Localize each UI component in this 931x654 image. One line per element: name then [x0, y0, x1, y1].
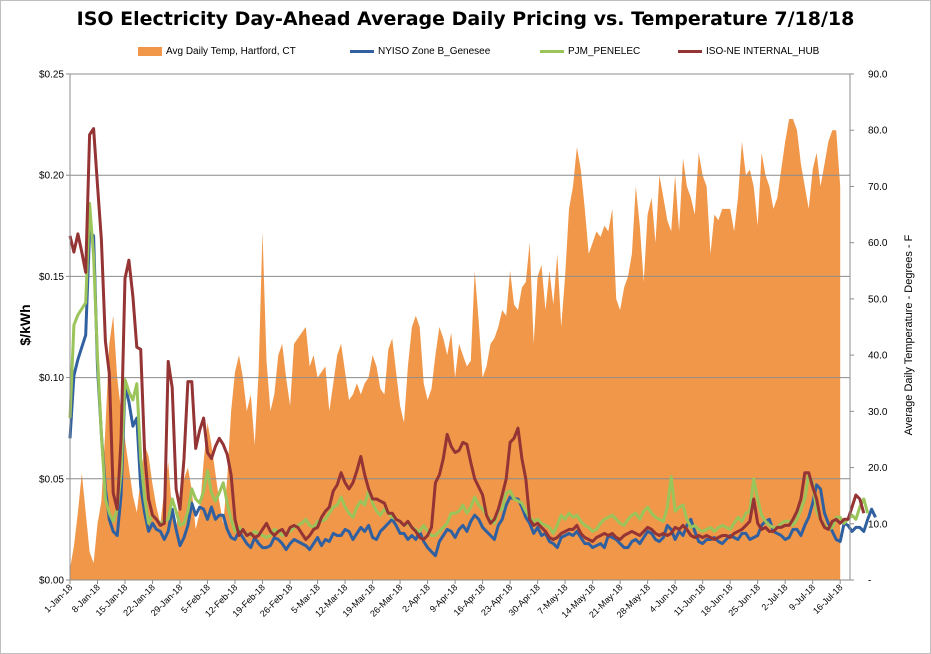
gridlines — [70, 73, 850, 480]
x-tick-label: 2-Jul-18 — [760, 582, 790, 612]
legend-item-isone: ISO-NE INTERNAL_HUB — [678, 46, 819, 57]
x-tick-label: 1-Jan-18 — [42, 582, 74, 614]
legend-swatch-temperature — [138, 46, 162, 56]
y2-tick-label: 10.0 — [868, 519, 888, 530]
series-line-3 — [68, 127, 866, 543]
legend-label-pjm: PJM_PENELEC — [568, 46, 641, 57]
legend-item-pjm: PJM_PENELEC — [540, 46, 640, 57]
y2-tick-label: 50.0 — [868, 294, 888, 305]
y2-tick-label: - — [868, 576, 871, 587]
x-tick-label: 2-Apr-18 — [400, 582, 432, 614]
temperature-area — [70, 119, 841, 580]
y2-tick-label: 60.0 — [868, 238, 888, 249]
y2-tick-label: 30.0 — [868, 407, 888, 418]
y2-axis-title: Average Daily Temperature - Degrees - F — [903, 234, 915, 435]
y-tick-label: $0.15 — [39, 272, 64, 283]
y2-tick-label: 80.0 — [868, 126, 888, 137]
legend-label-temperature: Avg Daily Temp, Hartford, CT — [166, 46, 296, 57]
axes — [66, 73, 854, 584]
series-line-1 — [68, 230, 877, 558]
y-tick-label: $0.10 — [39, 373, 64, 384]
legend-swatch-isone — [678, 49, 702, 53]
x-tick-label: 16-Jul-18 — [811, 582, 845, 616]
price-lines-layer — [68, 127, 877, 558]
legend-item-temperature: Avg Daily Temp, Hartford, CT — [138, 46, 296, 57]
y2-tick-label: 70.0 — [868, 182, 888, 193]
chart-title: ISO Electricity Day-Ahead Average Daily … — [76, 8, 855, 30]
y2-tick-label: 40.0 — [868, 351, 888, 362]
temperature-area-layer — [70, 119, 841, 580]
legend-swatch-pjm — [540, 49, 564, 53]
y2-tick-label: 20.0 — [868, 463, 888, 474]
legend-swatch-nyiso — [350, 49, 374, 53]
legend-item-nyiso: NYISO Zone B_Genesee — [350, 46, 490, 57]
y-tick-label: $0.00 — [39, 576, 64, 587]
y-tick-label: $0.25 — [39, 70, 64, 81]
y2-tick-label: 90.0 — [868, 70, 888, 81]
legend-label-isone: ISO-NE INTERNAL_HUB — [706, 46, 820, 57]
legend-label-nyiso: NYISO Zone B_Genesee — [378, 46, 491, 57]
y-axis-title: $/kWh — [17, 304, 33, 345]
y-tick-label: $0.05 — [39, 474, 64, 485]
series-line-2 — [68, 202, 870, 539]
y-tick-label: $0.20 — [39, 171, 64, 182]
